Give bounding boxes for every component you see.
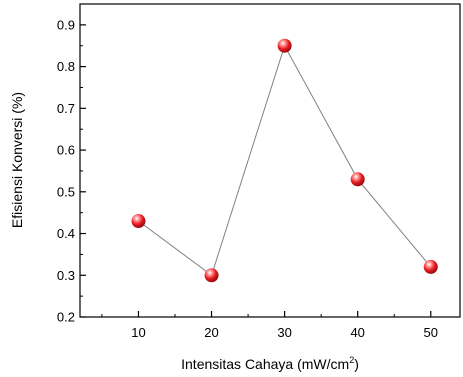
y-tick-label: 0.7 bbox=[57, 101, 75, 116]
y-tick-label: 0.5 bbox=[57, 184, 75, 199]
x-axis-title-close: ) bbox=[354, 356, 359, 372]
y-tick-label: 0.3 bbox=[57, 268, 75, 283]
data-point bbox=[131, 214, 146, 229]
y-tick-label: 0.4 bbox=[57, 226, 75, 241]
x-tick-label: 10 bbox=[131, 325, 145, 340]
y-axis-title: Efisiensi Konversi (%) bbox=[9, 92, 25, 228]
data-point bbox=[204, 268, 219, 283]
x-tick-label: 40 bbox=[350, 325, 364, 340]
x-tick-label: 20 bbox=[204, 325, 218, 340]
y-tick-label: 0.6 bbox=[57, 143, 75, 158]
y-tick-label: 0.9 bbox=[57, 17, 75, 32]
plot-frame bbox=[79, 3, 461, 318]
y-tick-label: 0.2 bbox=[57, 310, 75, 325]
x-axis: 10 20 30 40 50 bbox=[101, 311, 438, 340]
data-point bbox=[277, 38, 292, 53]
data-point bbox=[350, 172, 365, 187]
series-line bbox=[138, 44, 432, 277]
y-axis: 0.2 0.3 0.4 0.5 0.6 0.7 0.8 0.9 bbox=[57, 17, 86, 325]
x-axis-title: Intensitas Cahaya (mW/cm2) bbox=[181, 355, 359, 372]
x-tick-label: 30 bbox=[277, 325, 291, 340]
x-tick-label: 50 bbox=[424, 325, 438, 340]
data-point bbox=[423, 259, 438, 274]
data-points bbox=[131, 38, 438, 283]
x-axis-title-sup: 2 bbox=[349, 355, 354, 365]
y-tick-label: 0.8 bbox=[57, 59, 75, 74]
